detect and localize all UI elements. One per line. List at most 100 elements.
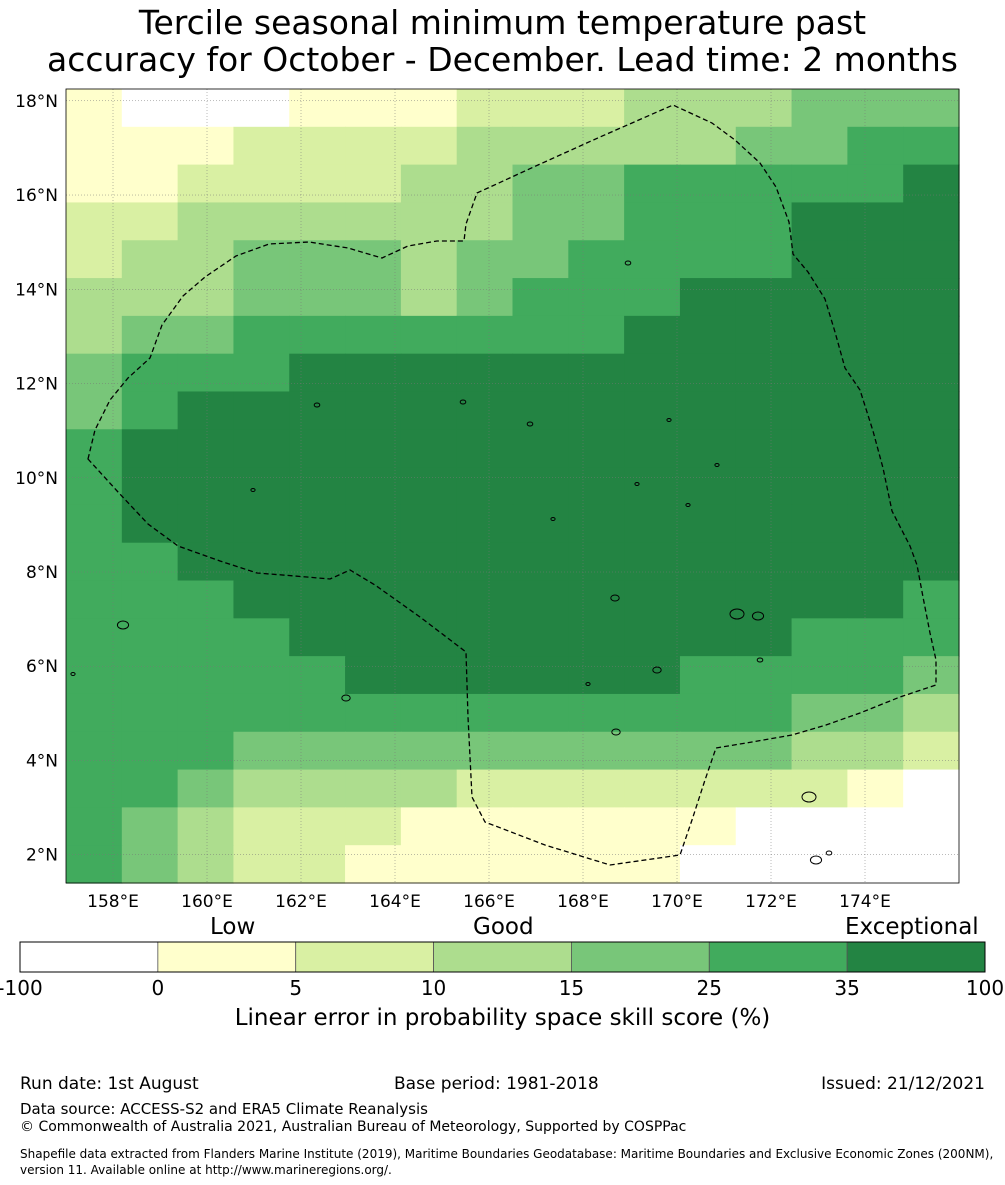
axis-ticks: 158°E 160°E 162°E 164°E 166°E 168°E 170°E 172°E… [15,92,891,912]
grid-cell [847,618,904,657]
grid-cell [735,542,793,582]
grid-cell [903,353,960,393]
grid-cell [903,429,960,468]
grid-cell [735,467,793,506]
grid-cell [233,391,290,430]
grid-cell [233,807,290,846]
grid-cell [679,656,737,695]
grid-cell [512,353,569,393]
grid-cell [233,164,290,204]
colorbar-axis-label: Linear error in probability space skill … [234,1005,771,1031]
grid-cell [791,504,848,544]
colorbar-tick-label: 15 [558,976,585,1000]
grid-cell [177,278,235,317]
grid-cell [66,202,123,241]
grid-cell [289,202,346,241]
grid-cell [456,580,514,619]
grid-cell [456,278,514,317]
grid-cell [289,391,346,430]
grid-cell [679,542,737,582]
grid-cell [679,467,737,506]
grid-cell [847,164,904,204]
grid-cell [735,391,793,430]
grid-cell [624,202,681,241]
grid-cell [400,504,458,544]
grid-cell [735,580,793,619]
grid-cell [233,202,290,241]
grid-cell [847,845,904,884]
grid-cell [66,278,123,317]
grid-cell [177,656,235,695]
grid-cell [791,845,848,884]
grid-cell [233,656,290,695]
grid-cell [679,89,737,128]
grid-cell [400,89,458,128]
grid-cell [289,542,346,582]
grid-cell [512,807,569,846]
grid-cell [345,693,402,733]
grid-cell [791,769,848,808]
grid-cell [177,769,235,808]
grid-cell [847,769,904,808]
grid-cell [903,618,960,657]
grid-cell [791,126,848,166]
grid-cell [400,164,458,204]
grid-cell [847,315,904,355]
grid-cell [345,126,402,166]
grid-cell [233,315,290,355]
colorbar-segment [571,941,710,973]
grid-cell [456,240,514,279]
grid-cell [903,126,960,166]
lon-tick-label: 166°E [463,892,515,912]
grid-cell [512,504,569,544]
grid-cell [177,807,235,846]
grid-cell [568,845,625,884]
island-outline [624,260,632,266]
grid-cell [512,278,569,317]
colorbar-segment [157,941,297,973]
grid-cell [735,656,793,695]
colorbar-frame [19,941,986,973]
grid-cell [345,467,402,506]
grid-cell [121,580,179,619]
grid-cell [568,807,625,846]
grid-cell [289,845,346,884]
grid-cell [177,693,235,733]
grid-cell [512,580,569,619]
grid-cell [735,504,793,544]
grid-cell [400,391,458,430]
grid-cell [624,353,681,393]
grid-cell [735,315,793,355]
grid-cell [121,769,179,808]
lat-tick-label: 10°N [15,469,58,489]
grid-cell [679,769,737,808]
grid-cell [903,731,960,771]
colorbar-label-good: Good [473,914,534,940]
grid-cell [512,429,569,468]
grid-cell [66,315,123,355]
grid-cell [177,89,235,128]
grid-cell [456,429,514,468]
island-outline [729,608,745,620]
grid-cell [177,240,235,279]
lat-tick-label: 18°N [15,92,58,112]
grid-cell [512,845,569,884]
grid-cell [791,278,848,317]
colorbar-tick-label: 5 [289,976,303,1000]
grid-cell [345,164,402,204]
grid-cell [679,807,737,846]
colorbar-tick-label: 0 [151,976,165,1000]
grid-cell [624,89,681,128]
colorbar-segment [708,941,848,973]
grid-cell [847,580,904,619]
grid-cell [624,807,681,846]
grid-cell [791,731,848,771]
grid-cell [568,391,625,430]
grid-cell [66,807,123,846]
colorbar-tick-label: -100 [0,976,43,1000]
grid-cell [568,580,625,619]
grid-cell [177,580,235,619]
grid-cell [735,240,793,279]
grid-cell [791,580,848,619]
grid-cell [791,656,848,695]
